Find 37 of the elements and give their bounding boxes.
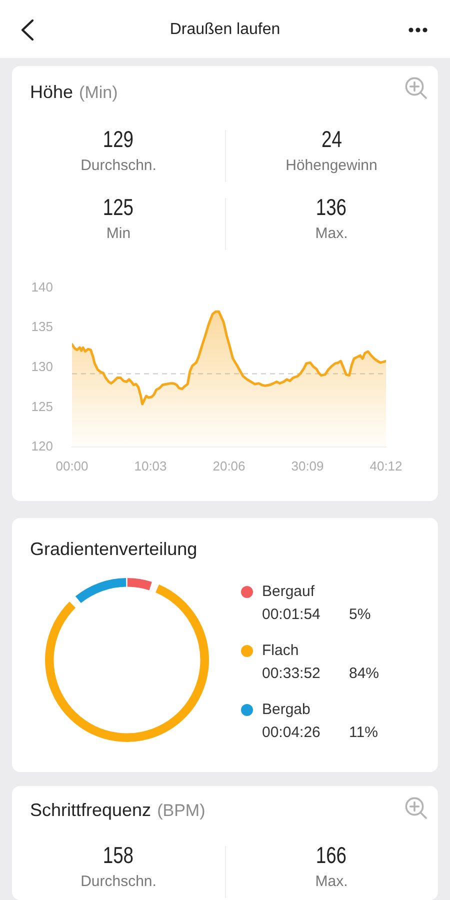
x-tick-label: 00:00 xyxy=(56,458,88,474)
text: (BPM) xyxy=(157,801,206,820)
text: 166 xyxy=(316,841,347,870)
text: 00:04:26 xyxy=(262,724,320,742)
text: 158 xyxy=(103,841,134,870)
x-tick-label: 10:03 xyxy=(134,458,167,474)
text: Höhengewinn xyxy=(284,156,378,176)
text: 00:33:52 xyxy=(262,665,320,682)
x-tick-label: 20:06 xyxy=(212,458,246,474)
text: Durchschn. xyxy=(80,156,158,176)
text: Durchschn. xyxy=(80,872,158,892)
chart-subtitle: (Min) xyxy=(79,83,118,102)
text: Max. xyxy=(314,224,349,244)
text: Schrittfrequenz xyxy=(30,800,152,820)
text: 00:01:54 xyxy=(262,606,320,624)
legend-label: Flach xyxy=(262,642,299,660)
text: 136 xyxy=(316,193,347,222)
y-tick-label: 135 xyxy=(31,319,53,334)
legend-label: Bergauf xyxy=(262,583,316,600)
text: 5% xyxy=(349,606,371,624)
x-tick-label: 40:12 xyxy=(370,458,402,474)
chart-title: Gradientenverteilung xyxy=(30,538,198,561)
legend-label: Bergab xyxy=(262,701,310,718)
text: Draußen laufen xyxy=(168,20,282,40)
text: 129 xyxy=(103,125,134,154)
text: 125 xyxy=(103,193,134,222)
text: 84% xyxy=(349,665,380,682)
y-tick-label: 125 xyxy=(31,398,53,414)
text: Min xyxy=(105,224,132,244)
y-tick-label: 130 xyxy=(31,358,53,374)
text: 24 xyxy=(321,125,342,154)
x-tick-label: 30:09 xyxy=(291,458,324,474)
y-tick-label: 120 xyxy=(31,438,53,454)
text: 11% xyxy=(349,724,378,742)
chart-title: Höhe xyxy=(30,82,74,102)
y-tick-label: 140 xyxy=(31,279,53,294)
text: Max. xyxy=(314,872,349,892)
